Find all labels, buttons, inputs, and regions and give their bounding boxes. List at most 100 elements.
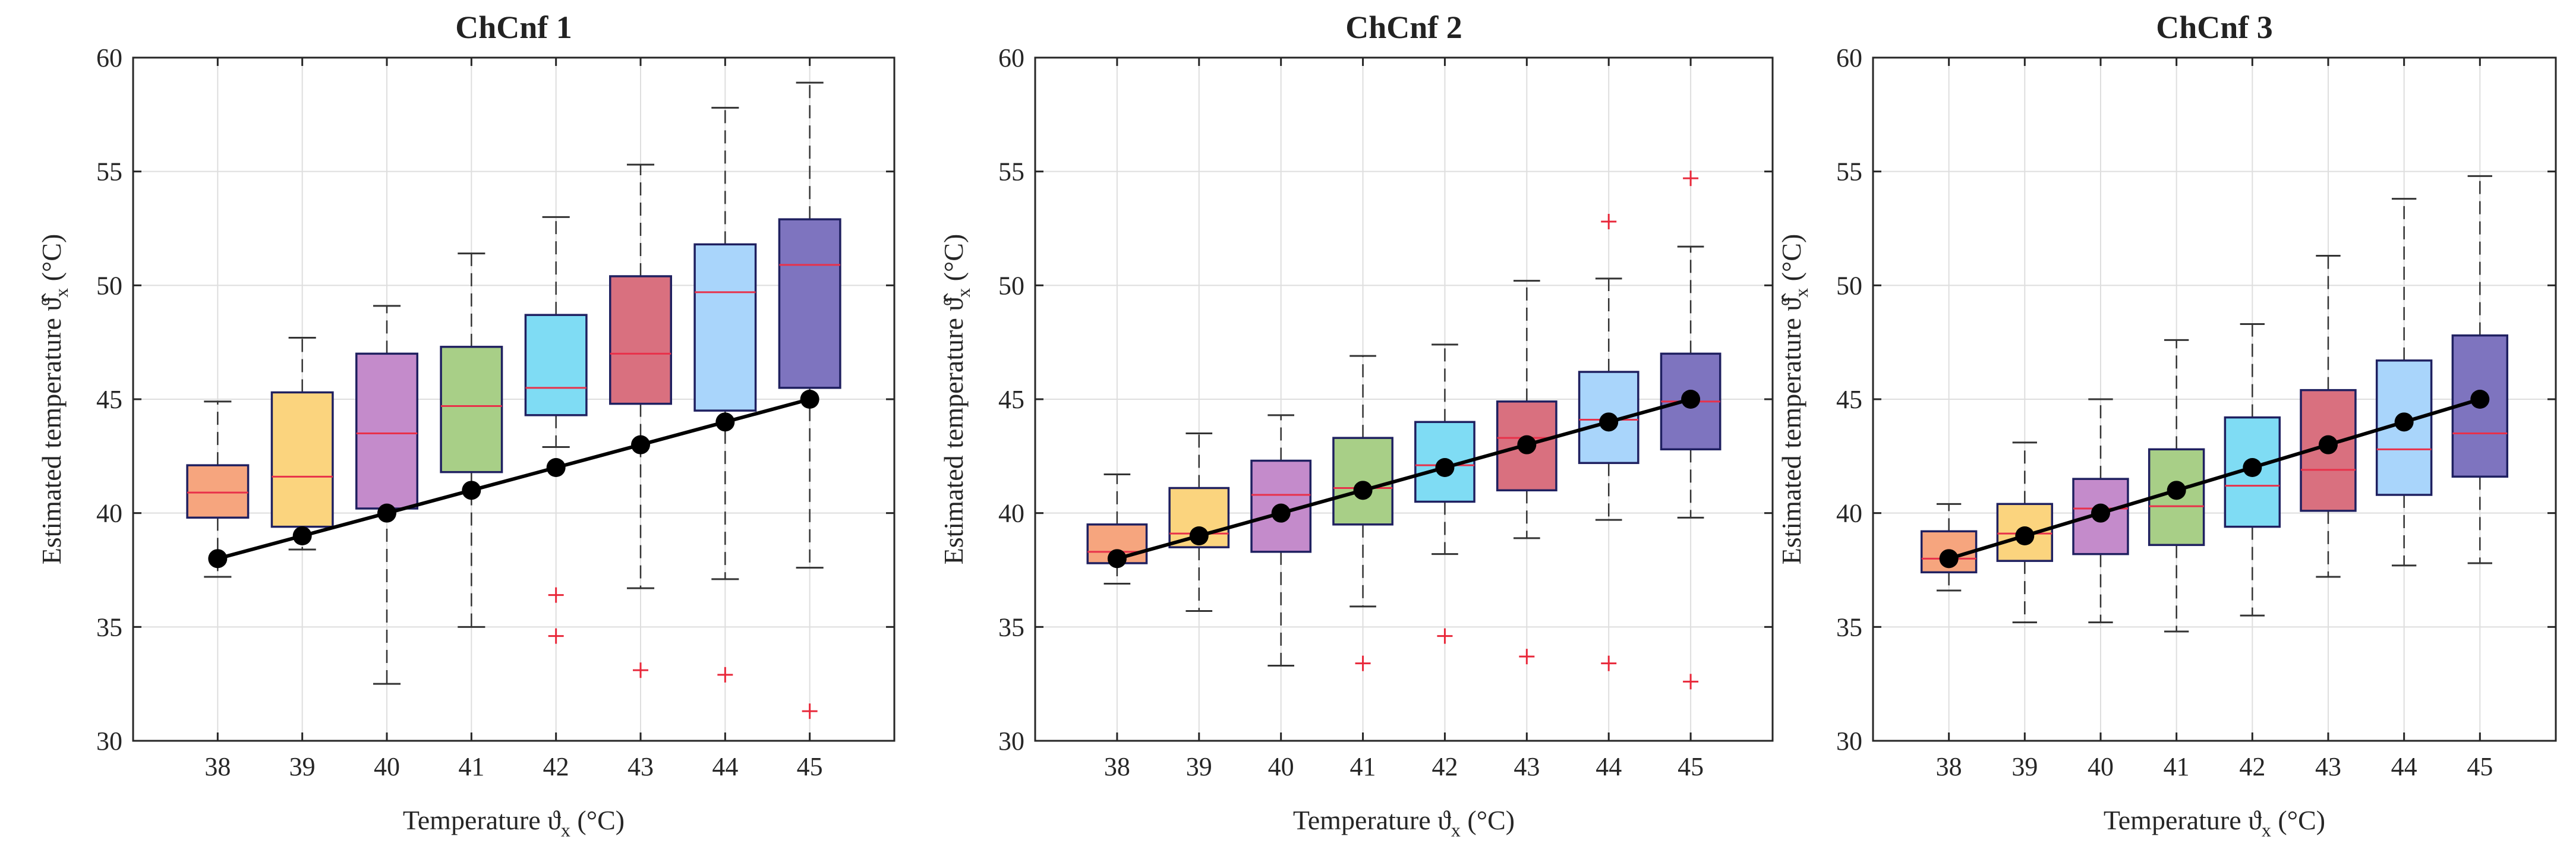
x-tick-label: 41 [1350,752,1376,781]
reference-point [546,458,566,477]
x-axis-label: Temperature ϑx (°C) [2104,805,2325,841]
x-tick-label: 39 [1186,752,1212,781]
box-45 [2451,175,2509,564]
reference-point [2167,481,2186,500]
box-iqr [778,218,841,389]
x-tick-label: 41 [2164,752,2190,781]
y-tick-label: 60 [1836,43,1862,72]
y-tick-label: 30 [998,727,1024,756]
y-tick-label: 60 [998,43,1024,72]
box-43 [609,163,672,678]
reference-point [1599,412,1619,432]
box-iqr [270,391,334,528]
box-38 [186,400,250,578]
reference-line [1117,397,1691,561]
box-iqr [524,314,588,416]
reference-point [800,390,819,409]
reference-point [1435,458,1455,477]
outlier-marker [1601,214,1617,229]
x-tick-label: 45 [2467,752,2493,781]
reference-point [1271,503,1291,523]
y-tick-label: 40 [1836,499,1862,528]
reference-point [1107,549,1127,569]
reference-point [2319,435,2338,454]
reference-line [1948,397,2481,561]
outlier-marker [633,662,648,678]
y-tick-label: 40 [998,499,1024,528]
y-tick-label: 30 [96,727,122,756]
chart-panel-1: 30 35 40 45 50 55 60 38 39 40 41 42 43 44 45 ChCnf 1 Tem… [36,10,896,841]
reference-point [1939,549,1959,569]
x-axis-label: Temperature ϑx (°C) [1293,805,1515,841]
reference-point [377,503,396,523]
outlier-marker [1683,674,1699,690]
outlier-marker [548,587,564,603]
reference-point [2015,526,2035,545]
reference-point [2470,390,2490,409]
reference-point [292,526,312,545]
outlier-marker [1355,655,1371,671]
y-axis-label: Estimated temperature ϑ̂x (°C) [938,234,974,565]
chart-title: ChCnf 1 [455,10,572,45]
y-tick-label: 60 [96,43,122,72]
chart-title: ChCnf 3 [2156,10,2273,45]
x-tick-label: 42 [1432,752,1458,781]
x-tick-label: 42 [543,752,569,781]
y-tick-label: 40 [96,499,122,528]
reference-point [715,412,735,432]
chart-panel-2: 30 35 40 45 50 55 60 38 39 40 41 42 43 44 45 ChCnf 2 Tem… [938,10,1774,841]
outlier-marker [1601,655,1617,671]
box-44 [693,106,757,683]
box-iqr [355,352,418,510]
box-45 [1660,170,1721,690]
reference-point [631,435,650,454]
y-axis-label: Estimated temperature ϑ̂x (°C) [36,234,72,565]
outlier-marker [802,703,818,719]
box-iqr [440,346,503,473]
y-tick-label: 45 [96,385,122,414]
y-tick-label: 55 [1836,157,1862,187]
reference-point [2394,412,2414,432]
x-tick-label: 40 [374,752,400,781]
reference-point [2091,503,2110,523]
chart-panel-3: 30 35 40 45 50 55 60 38 39 40 41 42 43 44 45 ChCnf 3 Tem… [1776,10,2557,841]
x-tick-label: 41 [458,752,484,781]
y-tick-label: 45 [1836,385,1862,414]
x-tick-label: 43 [1514,752,1540,781]
box-42 [524,216,588,644]
box-iqr [1496,400,1557,492]
y-tick-label: 55 [96,157,122,187]
reference-point [208,549,228,569]
x-tick-label: 43 [2315,752,2341,781]
box-iqr [693,243,757,412]
chart-title: ChCnf 2 [1345,10,1462,45]
y-tick-label: 45 [998,385,1024,414]
outlier-marker [548,628,564,644]
reference-point [1189,526,1209,545]
x-tick-label: 45 [1678,752,1704,781]
x-tick-label: 42 [2239,752,2265,781]
y-tick-label: 55 [998,157,1024,187]
y-tick-label: 35 [998,612,1024,642]
reference-point [1517,435,1537,454]
x-tick-label: 43 [628,752,654,781]
x-tick-label: 38 [204,752,231,781]
outlier-marker [1519,649,1535,665]
y-tick-label: 30 [1836,727,1862,756]
y-tick-label: 50 [96,271,122,300]
x-tick-label: 40 [2088,752,2114,781]
x-tick-label: 39 [289,752,316,781]
x-tick-label: 38 [1936,752,1962,781]
box-39 [270,337,334,551]
outlier-marker [1683,170,1699,187]
y-tick-label: 35 [1836,612,1862,642]
x-tick-label: 44 [2391,752,2417,781]
x-tick-label: 40 [1268,752,1294,781]
box-41 [440,252,503,628]
y-tick-label: 35 [96,612,122,642]
reference-line [217,397,811,561]
reference-point [1353,481,1373,500]
x-tick-label: 39 [2011,752,2038,781]
box-43 [1496,280,1557,665]
